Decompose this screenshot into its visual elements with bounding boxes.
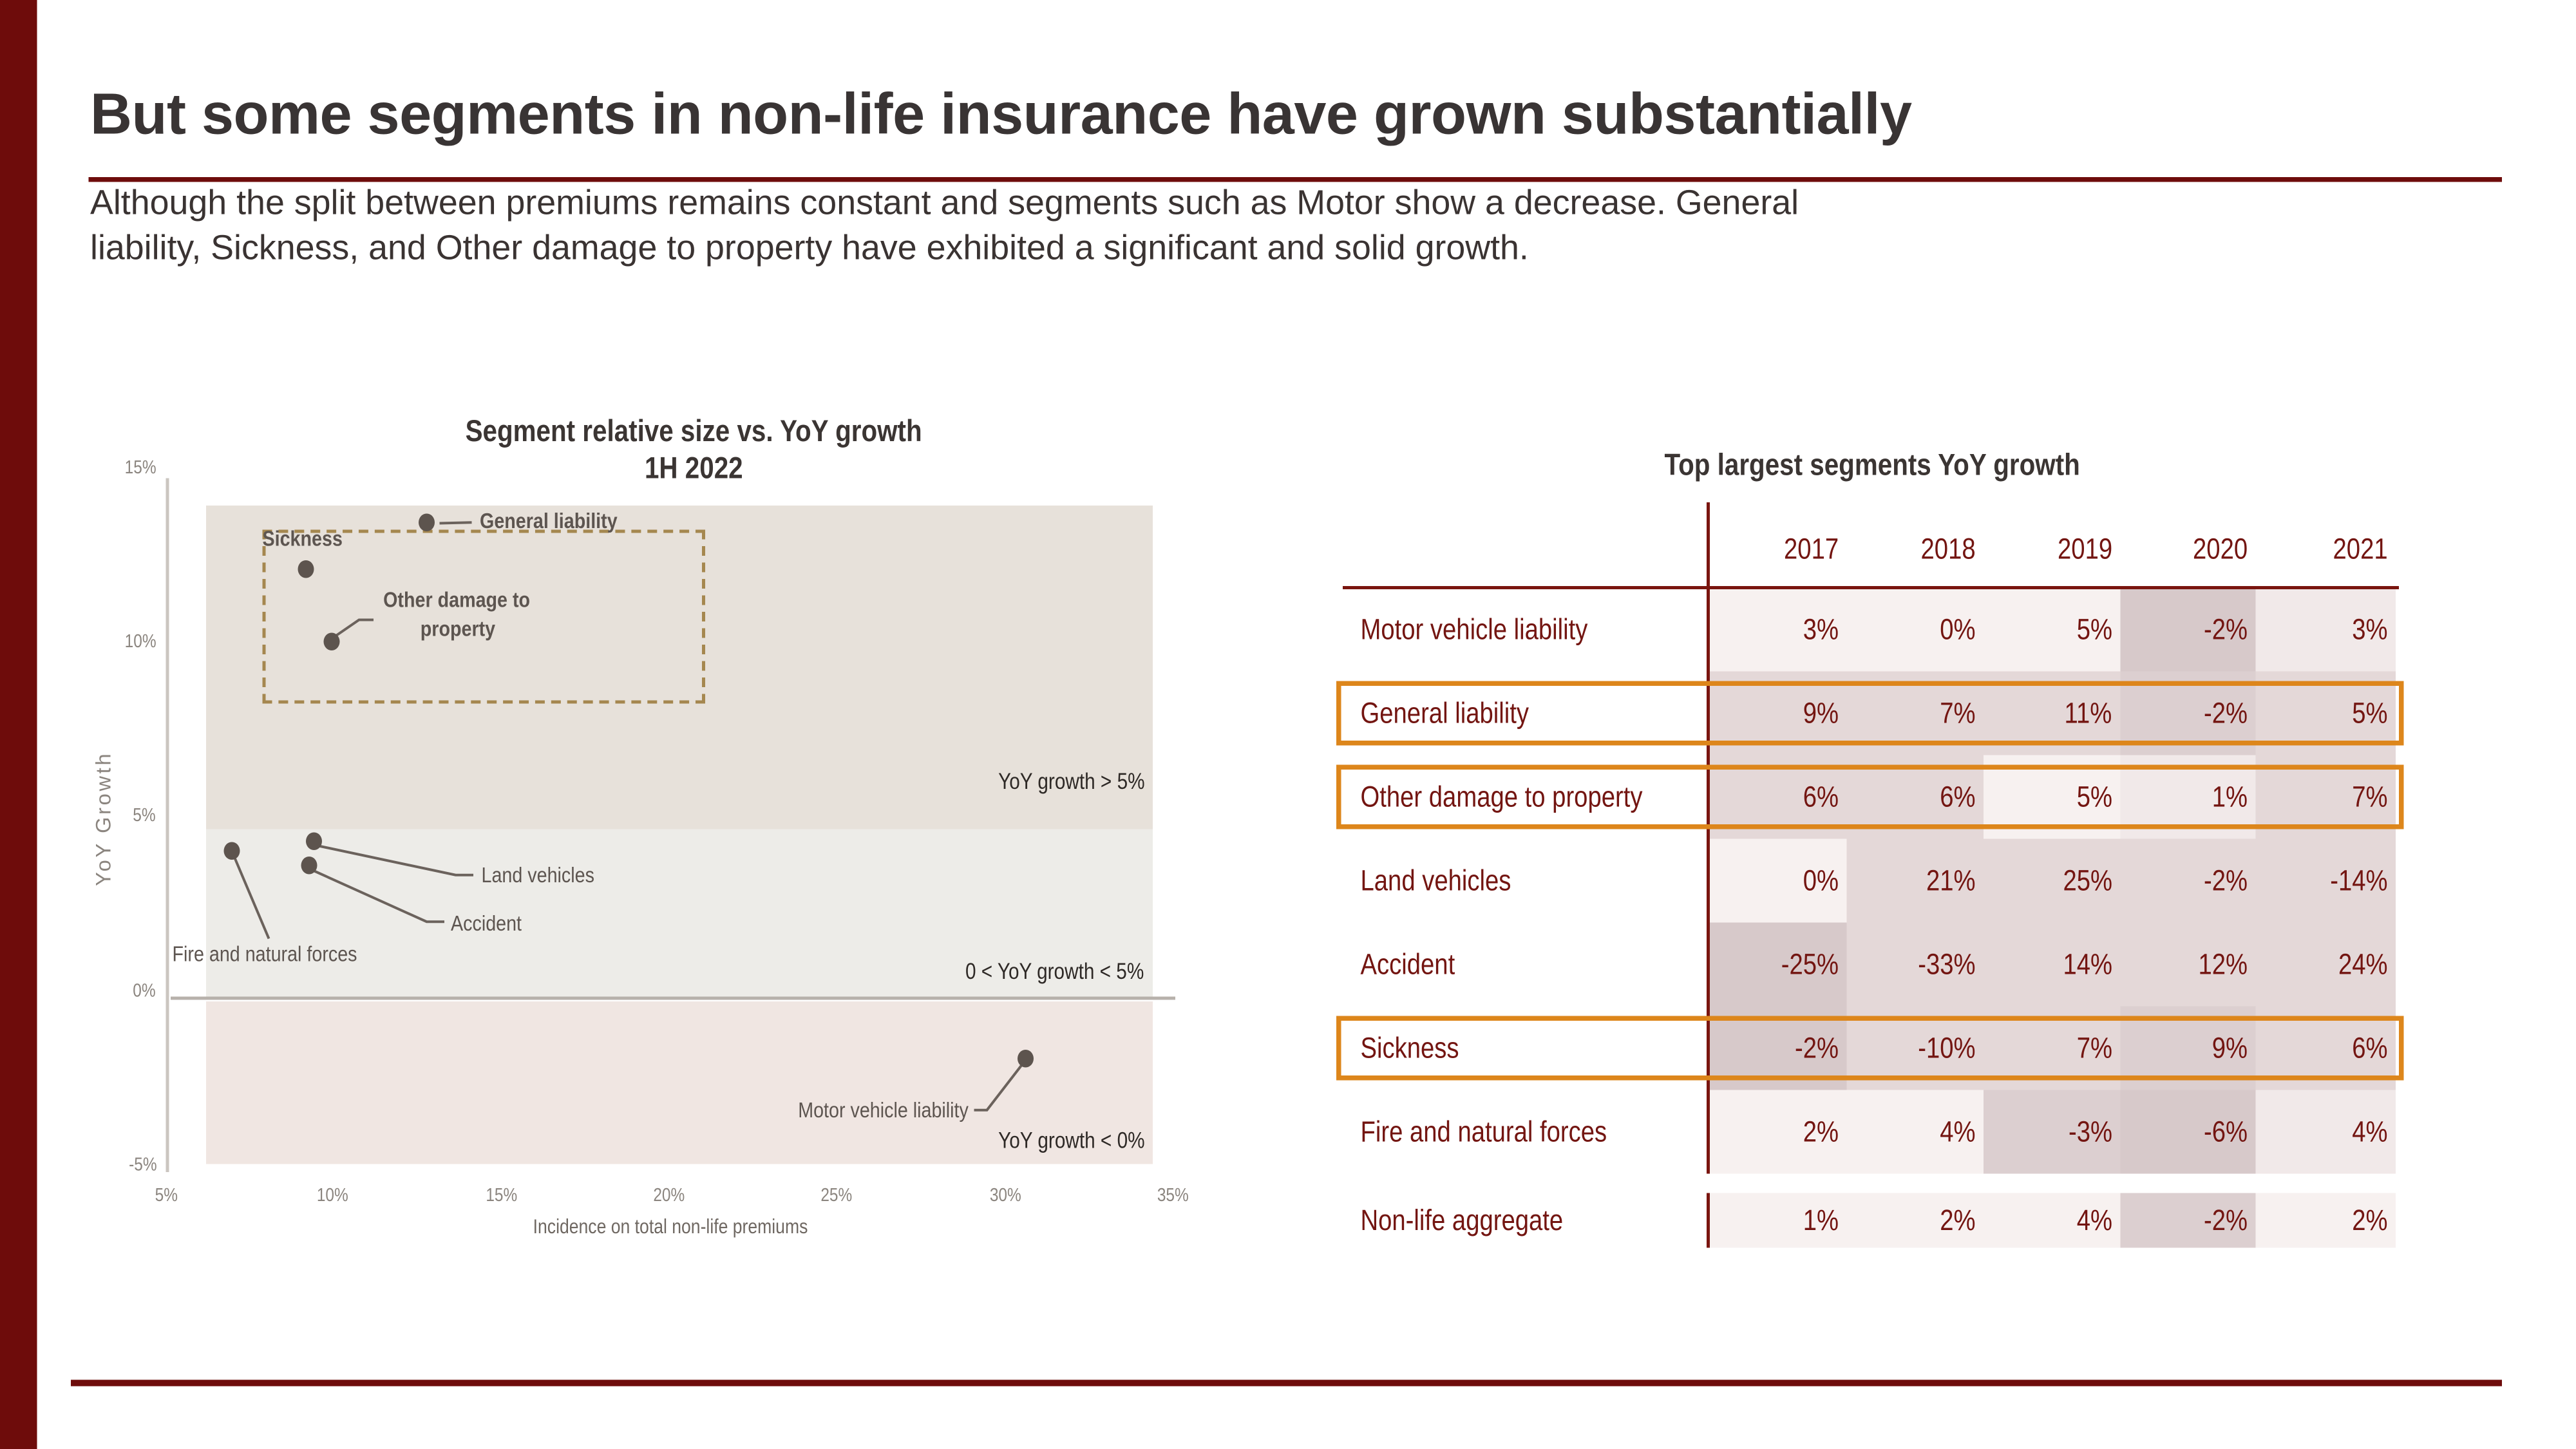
band-yoy-below-0: [206, 1001, 1153, 1164]
highlight-box-sickness: [1336, 1016, 2404, 1081]
data-point-fire: [223, 842, 240, 860]
table-cell: 2%: [1708, 1090, 1847, 1174]
data-point-sickness: [298, 560, 314, 578]
table-column-divider-aggregate: [1707, 1193, 1709, 1248]
row-label-land-vehicles: Land vehicles: [1360, 864, 1511, 896]
table-title: Top largest segments YoY growth: [1664, 449, 2081, 484]
subtitle-line-2: liability, Sickness, and Other damage to…: [90, 229, 1529, 267]
chart-subtitle: 1H 2022: [645, 452, 743, 487]
y-tick-15: 15%: [124, 459, 156, 478]
row-label-non-life-aggregate: Non-life aggregate: [1360, 1203, 1564, 1236]
y-tick-0: 0%: [133, 982, 156, 1001]
region-label-below-0: YoY growth < 0%: [998, 1127, 1145, 1153]
point-label-land-vehicles: Land vehicles: [481, 863, 594, 887]
table-cell: 12%: [2120, 922, 2256, 1007]
table-cell: 24%: [2255, 922, 2396, 1007]
row-label-general-liability: General liability: [1360, 696, 1530, 729]
row-label-fire: Fire and natural forces: [1360, 1115, 1607, 1148]
page-title: But some segments in non-life insurance …: [90, 80, 1912, 147]
row-label-motor: Motor vehicle liability: [1360, 612, 1588, 645]
table-cell: 3%: [2255, 587, 2396, 672]
table-cell: -33%: [1846, 922, 1984, 1007]
row-label-other-damage: Other damage to property: [1360, 780, 1643, 813]
y-tick-10: 10%: [124, 632, 156, 652]
table-cell: 5%: [1984, 587, 2121, 672]
x-tick-35: 35%: [1158, 1186, 1189, 1206]
y-axis-line: [166, 478, 169, 1172]
data-point-motor: [1018, 1050, 1034, 1068]
x-axis-title: Incidence on total non-life premiums: [532, 1215, 808, 1238]
row-label-sickness: Sickness: [1360, 1031, 1459, 1064]
table-cell: 25%: [1984, 838, 2121, 923]
y-tick-neg5: -5%: [128, 1156, 156, 1175]
x-tick-30: 30%: [990, 1186, 1022, 1206]
table-header-rule: [1343, 586, 2399, 589]
table-cell: -2%: [2120, 838, 2256, 923]
point-label-sickness: Sickness: [262, 526, 343, 551]
table-cell: 14%: [1984, 922, 2121, 1007]
table-cell: 0%: [1708, 838, 1847, 923]
subtitle-line-1: Although the split between premiums rema…: [90, 184, 1799, 222]
point-label-fire: Fire and natural forces: [172, 942, 357, 967]
column-header-2018: 2018: [1920, 532, 1976, 565]
table-cell: -2%: [2120, 587, 2256, 672]
band-yoy-above-5: [206, 506, 1153, 829]
data-point-land-vehicles: [306, 832, 322, 850]
left-accent-bar: [0, 0, 37, 1449]
table-cell: -3%: [1984, 1090, 2121, 1174]
table-cell: 4%: [1984, 1193, 2121, 1248]
table-cell: -14%: [2255, 838, 2396, 923]
x-tick-5: 5%: [154, 1186, 178, 1206]
zero-gridline: [171, 996, 1175, 1000]
table-cell: -25%: [1708, 922, 1847, 1007]
region-label-above-5: YoY growth > 5%: [998, 768, 1145, 794]
data-point-general-liability: [419, 513, 435, 531]
table-cell: -2%: [2120, 1193, 2256, 1248]
table-cell: 2%: [2255, 1193, 2396, 1248]
column-header-2017: 2017: [1783, 532, 1839, 565]
row-label-accident: Accident: [1360, 947, 1455, 980]
table-cell: 4%: [1846, 1090, 1984, 1174]
point-label-other-damage: Other damage to property: [384, 587, 531, 640]
title-divider: [88, 177, 2502, 182]
data-point-other-damage: [323, 632, 340, 650]
x-tick-20: 20%: [654, 1186, 686, 1206]
column-header-2019: 2019: [2057, 532, 2112, 565]
region-label-0-to-5: 0 < YoY growth < 5%: [966, 958, 1145, 984]
table-column-divider: [1707, 502, 1709, 1174]
table-cell: 4%: [2255, 1090, 2396, 1174]
highlight-box-other-damage: [1336, 764, 2404, 829]
leader-lines: [232, 521, 1024, 1112]
table-cell: 21%: [1846, 838, 1984, 923]
point-label-general-liability: General liability: [480, 509, 618, 533]
bottom-divider: [71, 1379, 2502, 1387]
point-label-motor: Motor vehicle liability: [799, 1098, 969, 1122]
table-cell: 2%: [1846, 1193, 1984, 1248]
column-header-2021: 2021: [2333, 532, 2388, 565]
table-cell: 0%: [1846, 587, 1984, 672]
table-cell: 1%: [1708, 1193, 1847, 1248]
chart-title: Segment relative size vs. YoY growth: [465, 415, 923, 450]
x-tick-10: 10%: [317, 1186, 349, 1206]
table-cell: -6%: [2120, 1090, 2256, 1174]
x-tick-25: 25%: [821, 1186, 853, 1206]
table-cell: 3%: [1708, 587, 1847, 672]
data-point-accident: [301, 857, 317, 875]
y-tick-5: 5%: [133, 806, 156, 826]
page-subtitle: Although the split between premiums rema…: [90, 180, 2441, 270]
point-label-accident: Accident: [451, 911, 522, 936]
column-header-2020: 2020: [2192, 532, 2248, 565]
band-yoy-0-to-5: [206, 829, 1153, 998]
highlight-box-general-liability: [1336, 681, 2404, 746]
highlight-dashed-box: [262, 529, 705, 704]
x-tick-15: 15%: [486, 1186, 518, 1206]
